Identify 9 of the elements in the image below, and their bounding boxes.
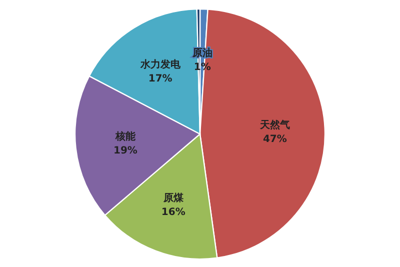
data-label: 19% <box>114 145 138 156</box>
data-label: 16% <box>161 207 186 218</box>
slice-label: 核能 <box>114 130 136 142</box>
data-label: 1% <box>194 62 211 74</box>
slice-label: 天然气 <box>258 119 290 132</box>
slice-label: 水力发电 <box>139 58 182 70</box>
slice-label: 原煤 <box>162 192 184 204</box>
data-label: 17% <box>148 73 172 84</box>
data-label: 47% <box>262 134 287 146</box>
